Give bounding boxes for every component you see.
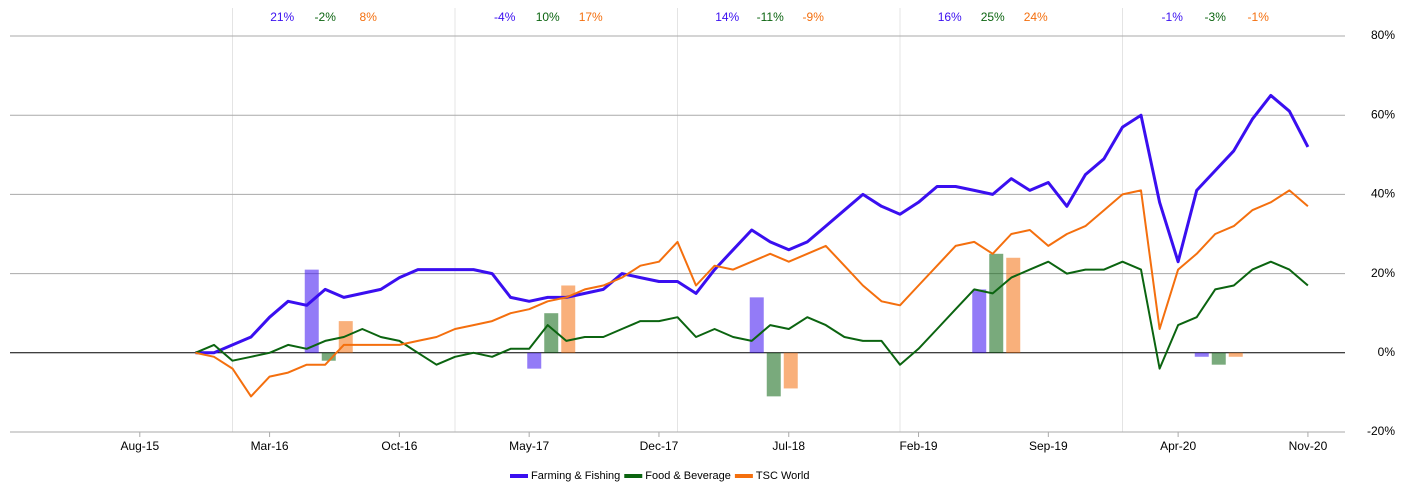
x-tick-label: Jul-18 [772,439,805,453]
y-tick-label: 20% [1371,266,1395,280]
annual-bar [527,352,542,369]
annual-bar [972,289,987,353]
annual-label: 17% [579,10,603,24]
x-tick-label: Dec-17 [640,439,679,453]
x-tick-label: Aug-15 [120,439,159,453]
annual-label: -1% [1162,10,1184,24]
x-tick-label: Apr-20 [1160,439,1196,453]
annual-bar [1228,352,1243,357]
annual-bar [783,352,798,389]
x-tick-label: Nov-20 [1289,439,1328,453]
annual-label: 21% [270,10,294,24]
annual-label: 8% [360,10,378,24]
annual-label: -11% [757,10,784,24]
legend-label: Farming & Fishing [531,470,620,482]
annual-bar [1211,352,1226,365]
x-tick-label: Oct-16 [381,439,417,453]
annual-label: 25% [981,10,1005,24]
annual-label: 16% [938,10,962,24]
annual-label: -4% [494,10,516,24]
x-tick-label: Feb-19 [900,439,938,453]
annual-bar [561,285,576,353]
annual-label: -1% [1248,10,1270,24]
annual-label: 14% [715,10,739,24]
legend-label: TSC World [756,470,810,482]
annual-bar [766,352,781,397]
annual-bar [749,297,764,353]
y-tick-label: 40% [1371,187,1395,201]
y-tick-label: 0% [1378,345,1396,359]
annual-bar [989,253,1004,353]
annual-label: 10% [536,10,560,24]
x-tick-label: Sep-19 [1029,439,1068,453]
x-tick-label: May-17 [509,439,549,453]
series-line [195,260,1309,370]
annual-bar [321,352,336,361]
annual-bar [1006,257,1021,353]
annual-label: -3% [1205,10,1227,24]
legend-label: Food & Beverage [645,470,731,482]
annual-bar [1194,352,1209,357]
y-tick-label: -20% [1367,424,1395,438]
annual-bar [304,269,319,353]
y-tick-label: 80% [1371,28,1395,42]
y-tick-label: 60% [1371,107,1395,121]
annual-bar [544,313,559,353]
annual-label: -2% [315,10,337,24]
annual-label: 24% [1024,10,1048,24]
series-line [195,189,1309,398]
series-line [195,93,1310,355]
x-tick-label: Mar-16 [251,439,289,453]
annual-label: -9% [803,10,825,24]
